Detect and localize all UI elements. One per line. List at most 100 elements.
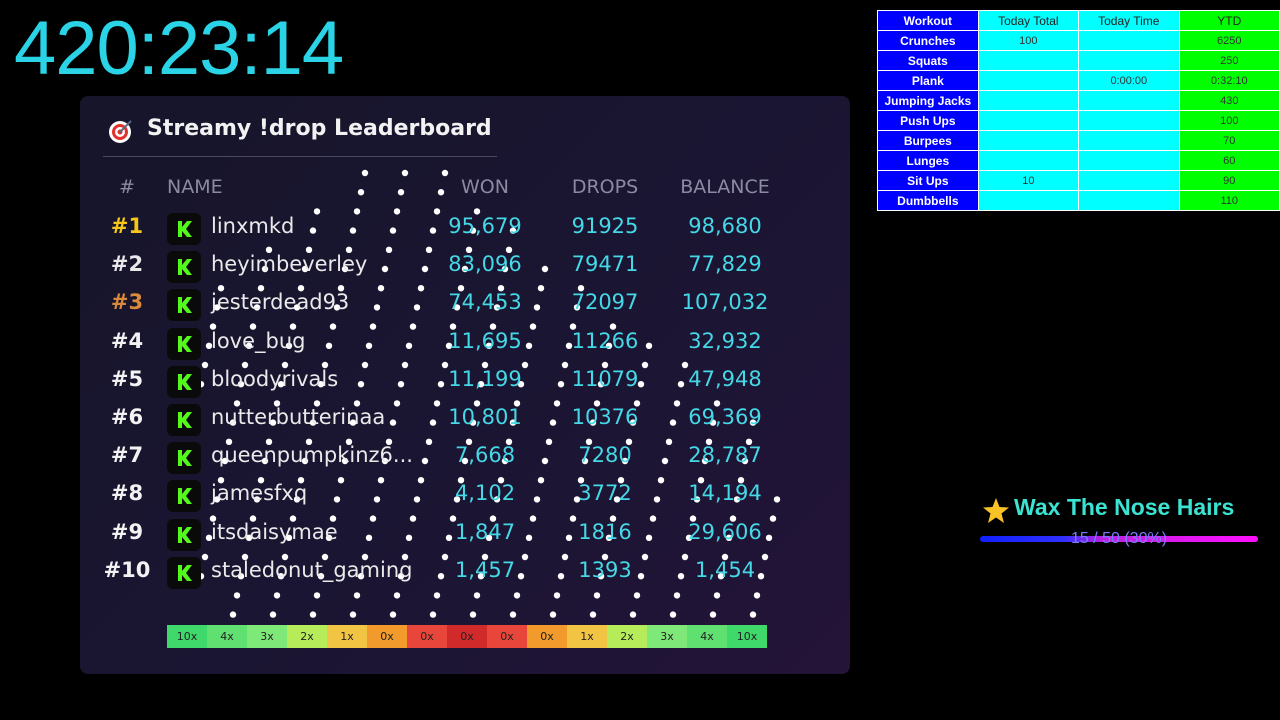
header-cell: Today Time [1078, 10, 1180, 31]
peg [449, 515, 457, 522]
peg [209, 515, 217, 522]
balance: 69,369 [688, 405, 762, 429]
balance: 14,194 [688, 481, 762, 506]
kick-icon [167, 442, 201, 475]
star-icon [983, 498, 1009, 523]
peg [389, 419, 397, 426]
peg [469, 419, 477, 426]
peg [421, 265, 429, 273]
peg [321, 553, 329, 561]
workout-name: Dumbbells [877, 190, 979, 211]
peg [389, 611, 397, 618]
peg [445, 534, 453, 541]
multiplier-slot: 0x [407, 625, 447, 648]
peg [401, 169, 409, 177]
rank: #8 [110, 481, 144, 506]
peg [233, 592, 241, 599]
workout-name: Burpees [877, 130, 979, 151]
multiplier-slot: 3x [647, 625, 687, 648]
peg [565, 342, 573, 349]
drops: 3772 [578, 481, 632, 506]
workout-value [977, 130, 1080, 151]
workout-value [1078, 130, 1180, 151]
peg [469, 611, 477, 618]
won: 1,847 [454, 519, 516, 544]
peg [357, 381, 365, 388]
peg [581, 457, 589, 465]
drops: 91925 [571, 214, 639, 238]
header-cell: Workout [877, 10, 979, 31]
peg [209, 323, 217, 330]
rank: #5 [110, 366, 144, 391]
peg [453, 496, 461, 503]
peg [269, 611, 277, 618]
peg [329, 515, 337, 522]
peg [449, 323, 457, 330]
peg [353, 208, 361, 215]
peg [641, 361, 649, 369]
workout-row: Squats 250 [877, 50, 1280, 71]
peg [293, 496, 301, 503]
peg [325, 534, 333, 541]
peg [409, 323, 417, 330]
peg [601, 553, 609, 561]
peg [425, 246, 433, 253]
peg [533, 496, 541, 503]
peg [309, 611, 317, 618]
peg [421, 457, 429, 465]
peg [521, 553, 529, 561]
balance: 47,948 [688, 366, 762, 391]
peg [645, 534, 653, 541]
peg [249, 323, 257, 330]
peg [589, 611, 597, 618]
peg [453, 304, 461, 311]
username: jamesfxq [211, 481, 308, 506]
plinko-pegs [197, 169, 781, 618]
peg [737, 477, 745, 484]
workout-name: Jumping Jacks [877, 90, 979, 111]
peg [297, 285, 305, 292]
peg [245, 534, 253, 541]
peg [289, 323, 297, 330]
peg [673, 592, 681, 599]
peg [673, 400, 681, 407]
peg [649, 515, 657, 522]
peg [505, 438, 513, 445]
peg [489, 323, 497, 330]
drops: 7280 [578, 443, 632, 468]
header-row: Workout Today Total Today Time YTD [877, 10, 1280, 31]
peg [461, 265, 469, 273]
peg [509, 227, 517, 234]
balance: 107,032 [681, 290, 769, 315]
workout-value [977, 150, 1080, 171]
workout-table: Workout Today Total Today Time YTD Crunches 1… [877, 10, 1280, 211]
peg [413, 496, 421, 503]
peg [249, 515, 257, 522]
peg [405, 534, 413, 541]
peg [537, 285, 545, 292]
peg [281, 361, 289, 369]
drops: 10376 [571, 405, 639, 429]
peg [741, 457, 749, 465]
peg [573, 304, 581, 311]
peg [701, 457, 709, 465]
peg [505, 246, 513, 253]
workout-row: Dumbbells 110 [877, 190, 1280, 211]
workout-value [1078, 110, 1180, 131]
peg [709, 419, 717, 426]
kick-icon [167, 213, 201, 245]
balance: 98,680 [688, 214, 762, 238]
rank: #9 [110, 519, 144, 544]
peg [733, 496, 741, 503]
peg [569, 515, 577, 522]
workout-row: Push Ups 100 [877, 110, 1280, 131]
peg [301, 265, 309, 273]
peg [273, 592, 281, 599]
peg [437, 189, 445, 196]
workout-value [977, 50, 1080, 71]
peg [397, 573, 405, 580]
peg [305, 438, 313, 445]
won: 4,102 [454, 481, 516, 506]
multiplier-slot: 1x [567, 625, 607, 648]
peg [749, 419, 757, 426]
